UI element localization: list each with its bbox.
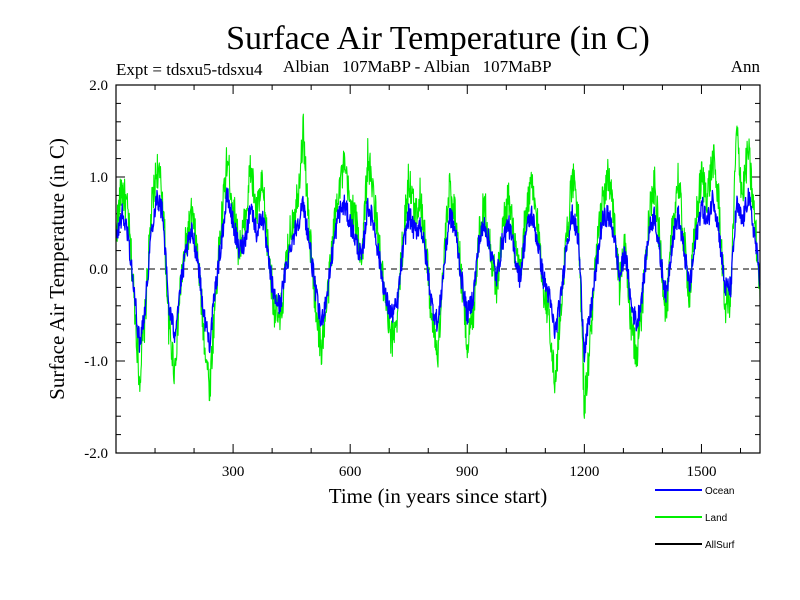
x-tick-label: 900 (456, 464, 479, 480)
x-tick-label: 600 (339, 464, 362, 480)
x-tick-label: 300 (222, 464, 245, 480)
y-tick-label: 1.0 (89, 170, 108, 186)
x-axis-label: Time (in years since start) (329, 484, 548, 508)
y-tick-label: 0.0 (89, 262, 108, 278)
y-tick-labels: -2.0 -1.0 0.0 1.0 2.0 (84, 78, 108, 462)
x-tick-labels: 300 600 900 1200 1500 (222, 464, 717, 480)
chart-title: Surface Air Temperature (in C) (226, 20, 650, 57)
series-line-land (115, 113, 761, 419)
series-layer (115, 113, 761, 419)
legend-label-ocean: Ocean (705, 486, 734, 497)
legend-label-land: Land (705, 513, 727, 524)
x-tick-label: 1200 (569, 464, 599, 480)
x-tick-label: 1500 (686, 464, 716, 480)
subtitle-middle: Albian 107MaBP - Albian 107MaBP (283, 57, 552, 76)
y-tick-label: -2.0 (84, 446, 108, 462)
plot-frame (115, 84, 761, 454)
y-tick-label: 2.0 (89, 78, 108, 94)
legend-label-allsurf: AllSurf (705, 540, 735, 551)
legend: Ocean Land AllSurf (655, 486, 735, 551)
series-line-ocean (115, 187, 761, 363)
y-axis-label: Surface Air Temperature (in C) (45, 138, 69, 400)
subtitle-right: Ann (731, 57, 761, 76)
subtitle-left: Expt = tdsxu5-tdsxu4 (116, 60, 263, 79)
y-tick-label: -1.0 (84, 354, 108, 370)
